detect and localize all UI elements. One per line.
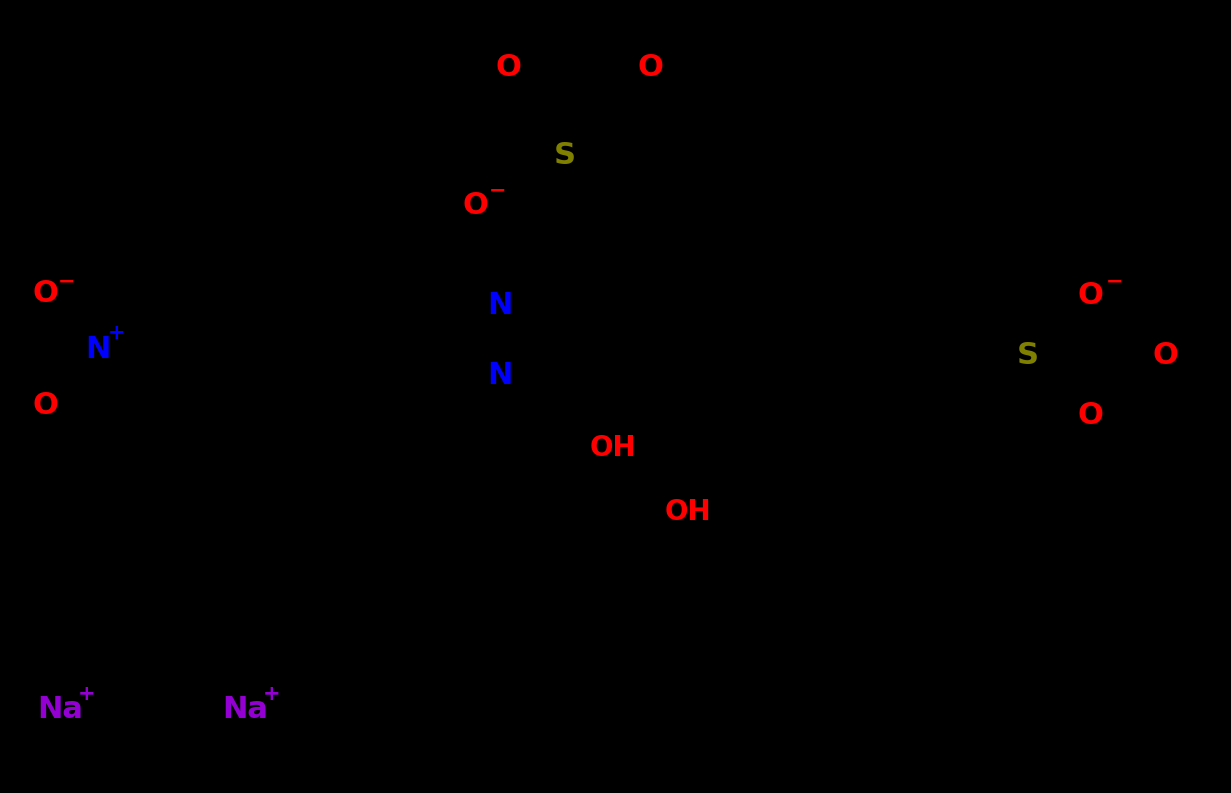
- Text: O: O: [462, 190, 487, 220]
- Text: O: O: [1152, 340, 1178, 370]
- Text: S: S: [554, 140, 576, 170]
- Text: Na: Na: [222, 695, 268, 725]
- Text: N: N: [487, 361, 512, 389]
- Text: N: N: [487, 290, 512, 320]
- Text: O: O: [1077, 282, 1103, 311]
- Text: S: S: [1017, 340, 1039, 370]
- Text: O: O: [32, 279, 58, 308]
- Text: Na: Na: [37, 695, 82, 725]
- Text: O: O: [638, 53, 664, 82]
- Text: −: −: [489, 181, 507, 201]
- Text: OH: OH: [665, 498, 712, 526]
- Text: OH: OH: [590, 434, 636, 462]
- Text: +: +: [108, 323, 126, 343]
- Text: N: N: [85, 335, 111, 365]
- Text: −: −: [1107, 272, 1124, 292]
- Text: +: +: [79, 684, 96, 704]
- Text: O: O: [495, 53, 521, 82]
- Text: O: O: [1077, 400, 1103, 430]
- Text: O: O: [32, 392, 58, 420]
- Text: −: −: [58, 272, 76, 292]
- Text: +: +: [263, 684, 281, 704]
